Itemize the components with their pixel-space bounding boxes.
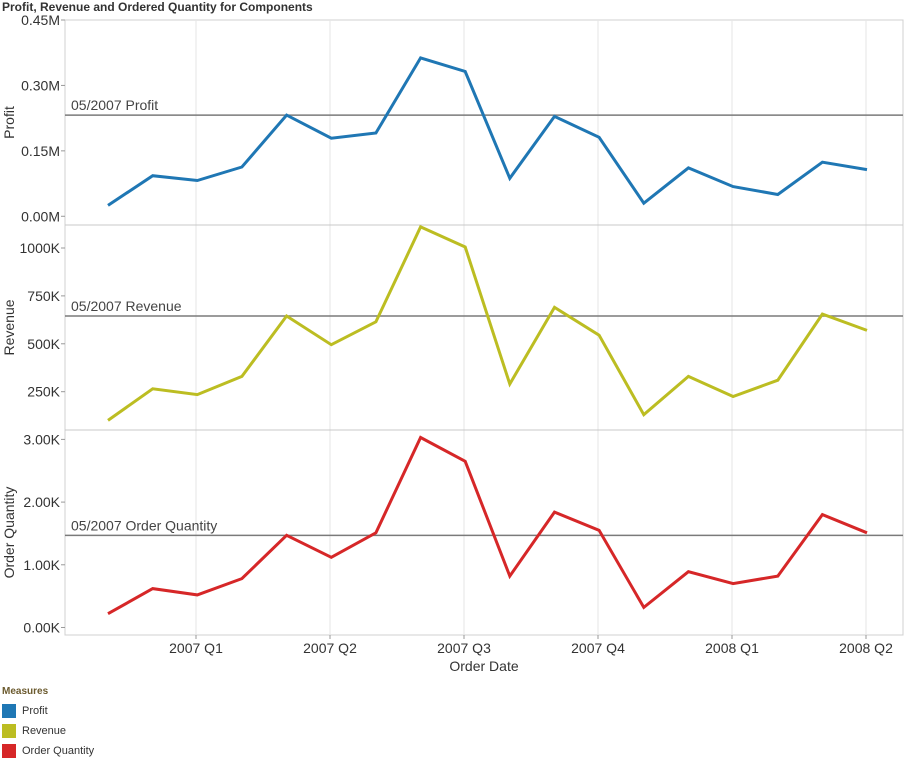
data-point[interactable] <box>775 573 781 579</box>
data-point[interactable] <box>239 576 245 582</box>
plot-frame <box>64 19 904 636</box>
series-line-order-quantity[interactable] <box>107 435 868 616</box>
y-tick-label: 2.00K <box>23 494 60 510</box>
data-point[interactable] <box>552 304 558 310</box>
data-point[interactable] <box>150 586 156 592</box>
data-point[interactable] <box>641 604 647 610</box>
data-point[interactable] <box>864 327 870 333</box>
y-tick-label: 0.00K <box>23 619 60 635</box>
chart-title: Profit, Revenue and Ordered Quantity for… <box>2 0 313 14</box>
data-point[interactable] <box>239 164 245 170</box>
legend: Measures Profit Revenue Order Quantity <box>2 686 94 761</box>
y-tick-label: 0.45M <box>21 12 60 28</box>
x-tick-label: 2007 Q4 <box>571 640 625 656</box>
data-point[interactable] <box>105 611 111 617</box>
data-point[interactable] <box>641 200 647 206</box>
legend-label-revenue: Revenue <box>22 725 67 737</box>
y-tick-label: 0.00M <box>21 208 60 224</box>
data-point[interactable] <box>150 173 156 179</box>
reference-line-label: 05/2007 Revenue <box>71 298 182 314</box>
legend-swatch-revenue <box>2 724 16 738</box>
legend-item-revenue[interactable]: Revenue <box>2 721 94 741</box>
data-point[interactable] <box>418 55 424 61</box>
data-point[interactable] <box>864 530 870 536</box>
data-point[interactable] <box>552 509 558 515</box>
chart-area: 0.00M 0.15M 0.30M 0.45M Profit 05/2007 Profit… <box>1 12 904 674</box>
data-point[interactable] <box>373 530 379 536</box>
data-point[interactable] <box>596 527 602 533</box>
y-axis-title: Profit <box>1 106 17 139</box>
y-tick-label: 500K <box>27 336 60 352</box>
x-tick-label: 2008 Q1 <box>705 640 759 656</box>
data-point[interactable] <box>194 592 200 598</box>
legend-label-order-quantity: Order Quantity <box>22 745 95 757</box>
data-point[interactable] <box>418 224 424 230</box>
data-point[interactable] <box>284 532 290 538</box>
data-point[interactable] <box>284 112 290 118</box>
reference-line-label: 05/2007 Profit <box>71 97 158 113</box>
y-tick-label: 0.30M <box>21 77 60 93</box>
data-point[interactable] <box>418 435 424 441</box>
reference-line-label: 05/2007 Order Quantity <box>71 517 217 533</box>
y-tick-label: 3.00K <box>23 431 60 447</box>
series-line-profit[interactable] <box>107 56 868 207</box>
data-point[interactable] <box>239 373 245 379</box>
legend-label-profit: Profit <box>22 705 48 717</box>
data-point[interactable] <box>105 417 111 423</box>
x-tick-label: 2007 Q2 <box>303 640 357 656</box>
x-tick-label: 2007 Q1 <box>169 640 223 656</box>
legend-item-order-quantity[interactable]: Order Quantity <box>2 741 94 761</box>
data-point[interactable] <box>641 412 647 418</box>
data-point[interactable] <box>819 159 825 165</box>
data-point[interactable] <box>462 68 468 74</box>
data-point[interactable] <box>819 512 825 518</box>
data-point[interactable] <box>819 311 825 317</box>
y-tick-label: 250K <box>27 384 60 400</box>
series-line-revenue[interactable] <box>107 224 868 422</box>
data-point[interactable] <box>730 184 736 190</box>
data-point[interactable] <box>775 377 781 383</box>
data-point[interactable] <box>507 175 513 181</box>
y-tick-label: 1.00K <box>23 557 60 573</box>
data-point[interactable] <box>328 554 334 560</box>
x-axis-title: Order Date <box>449 658 518 674</box>
y-tick-label: 750K <box>27 288 60 304</box>
data-point[interactable] <box>552 113 558 119</box>
legend-item-profit[interactable]: Profit <box>2 701 94 721</box>
data-point[interactable] <box>864 167 870 173</box>
data-point[interactable] <box>462 244 468 250</box>
data-point[interactable] <box>373 130 379 136</box>
data-point[interactable] <box>328 342 334 348</box>
data-point[interactable] <box>105 202 111 208</box>
legend-swatch-profit <box>2 704 16 718</box>
legend-swatch-order-quantity <box>2 744 16 758</box>
y-axis-title: Order Quantity <box>1 487 17 579</box>
data-point[interactable] <box>596 134 602 140</box>
data-point[interactable] <box>150 386 156 392</box>
data-point[interactable] <box>373 319 379 325</box>
legend-title: Measures <box>2 686 49 697</box>
data-point[interactable] <box>507 573 513 579</box>
data-point[interactable] <box>685 165 691 171</box>
data-point[interactable] <box>596 332 602 338</box>
y-axis-title: Revenue <box>1 299 17 355</box>
x-tick-label: 2007 Q3 <box>437 640 491 656</box>
x-tick-label: 2008 Q2 <box>839 640 893 656</box>
data-point[interactable] <box>775 191 781 197</box>
data-point[interactable] <box>462 458 468 464</box>
data-point[interactable] <box>507 381 513 387</box>
data-point[interactable] <box>730 581 736 587</box>
data-point[interactable] <box>685 373 691 379</box>
data-point[interactable] <box>284 313 290 319</box>
y-tick-label: 1000K <box>20 240 61 256</box>
data-point[interactable] <box>328 135 334 141</box>
data-point[interactable] <box>194 178 200 184</box>
data-point[interactable] <box>194 392 200 398</box>
data-point[interactable] <box>730 393 736 399</box>
y-tick-label: 0.15M <box>21 143 60 159</box>
data-point[interactable] <box>685 569 691 575</box>
